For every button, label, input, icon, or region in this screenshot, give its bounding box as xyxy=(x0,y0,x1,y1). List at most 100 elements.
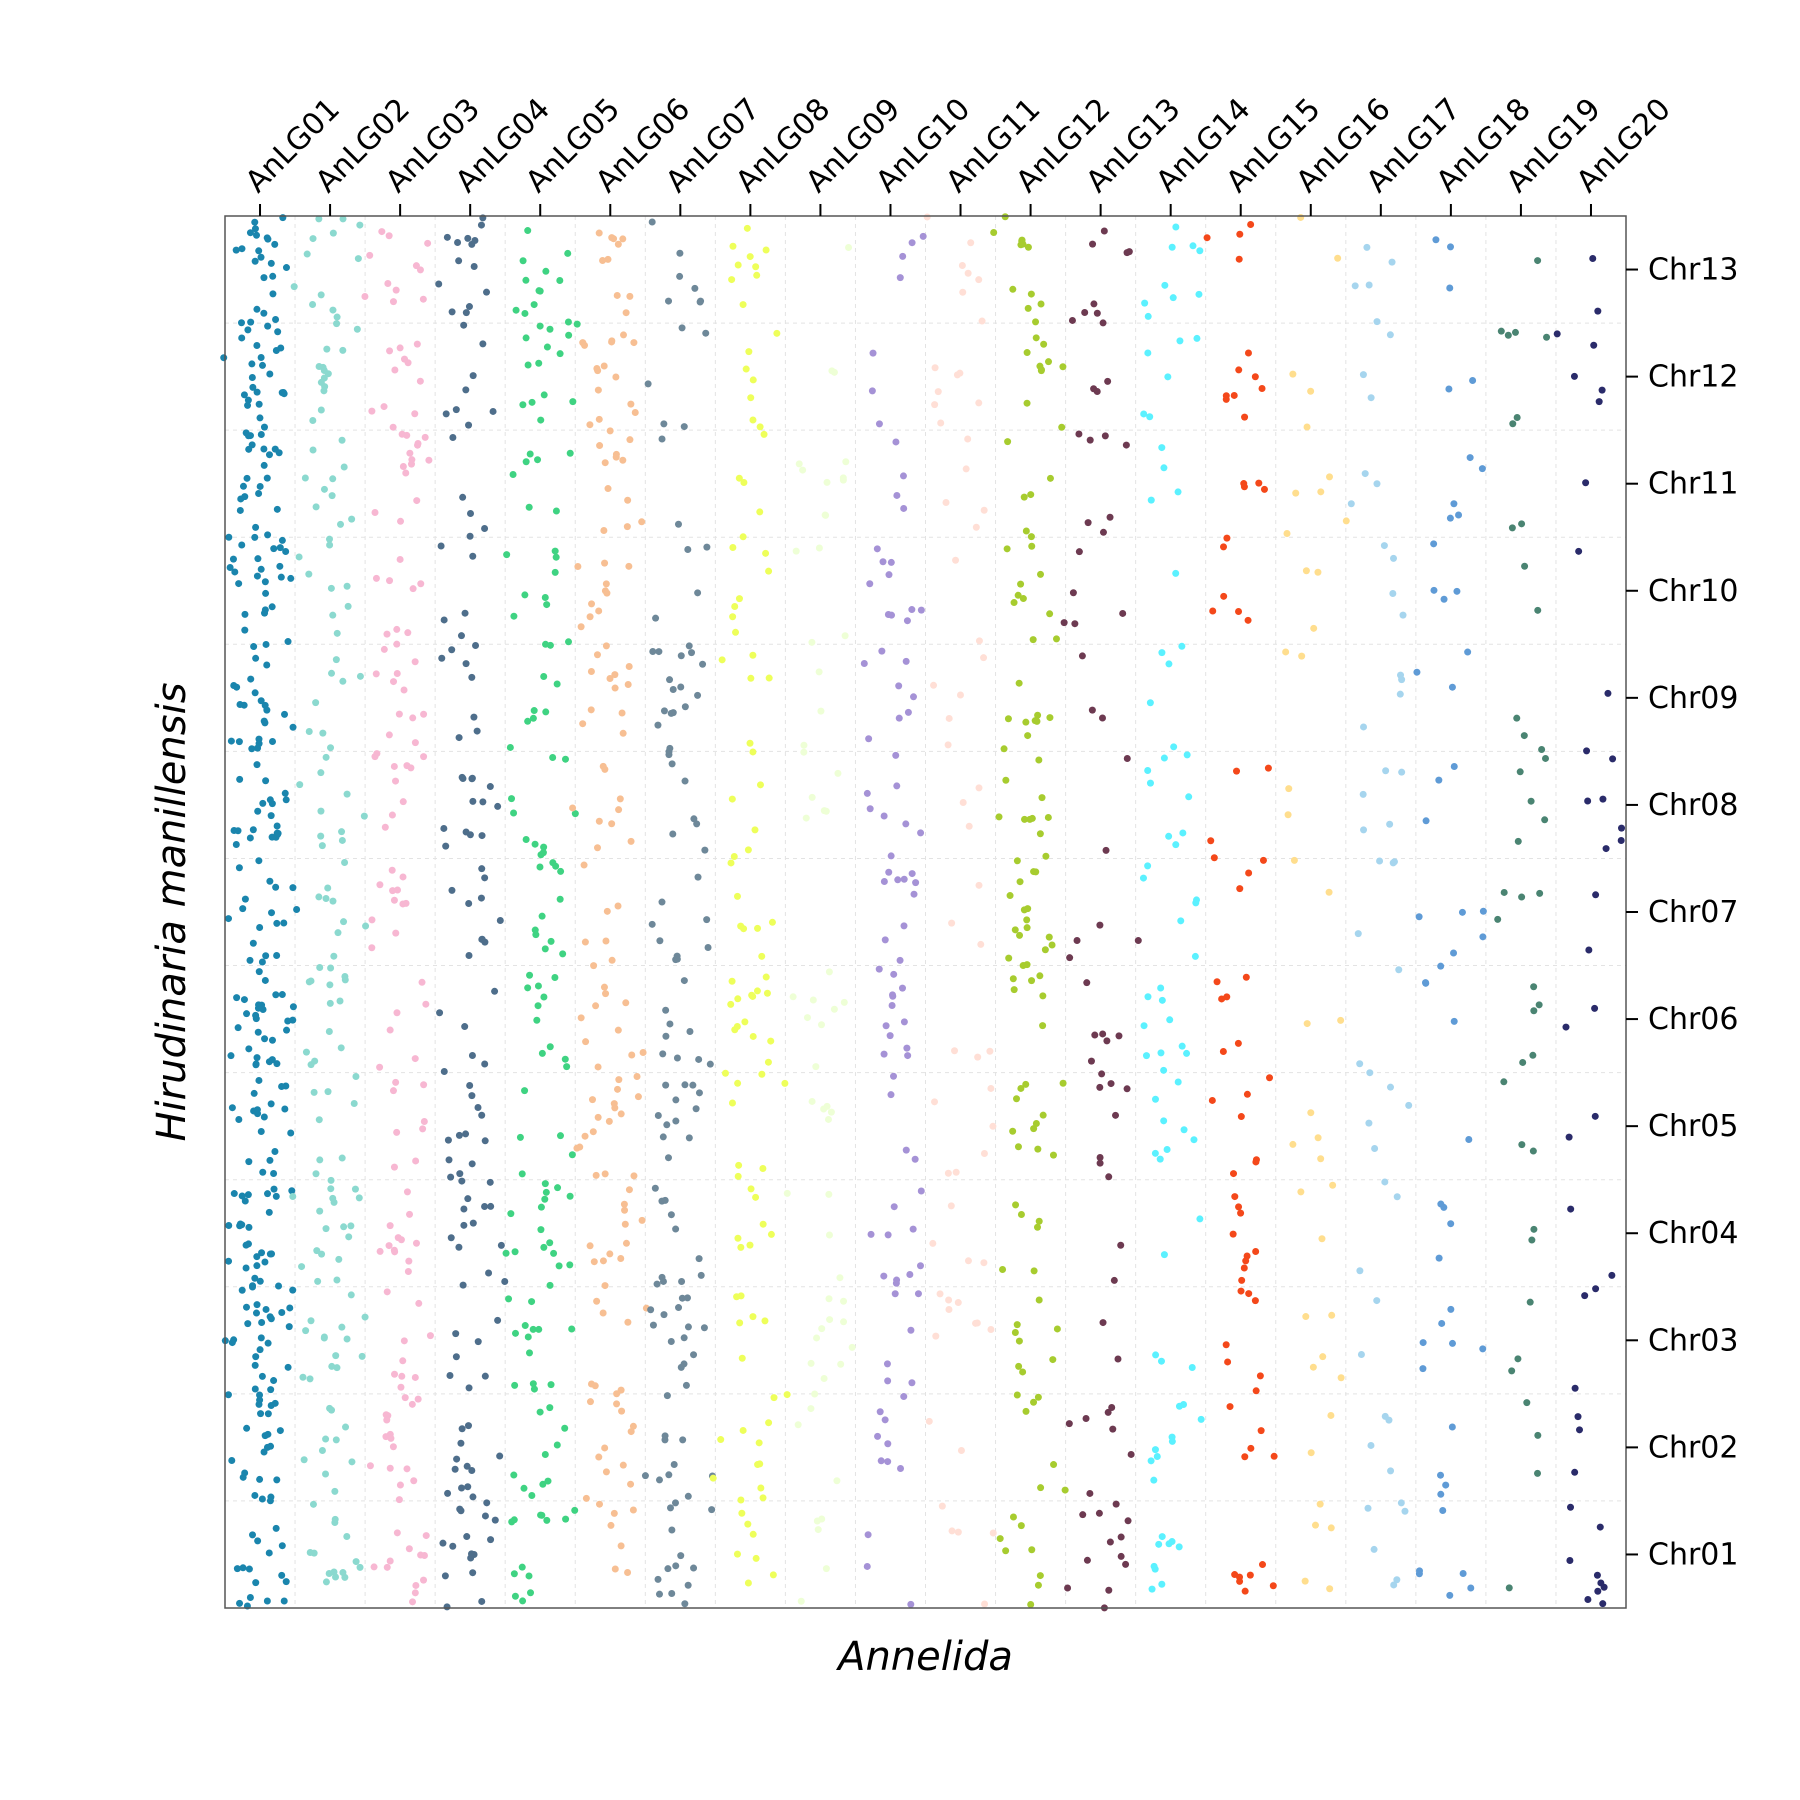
data-point-anlg04 xyxy=(481,1372,489,1380)
data-point-anlg01 xyxy=(258,1495,266,1503)
data-point-anlg05 xyxy=(565,331,573,339)
data-point-anlg02 xyxy=(327,744,335,752)
data-point-anlg02 xyxy=(321,383,329,391)
data-point-anlg11 xyxy=(974,1053,982,1061)
data-point-anlg01 xyxy=(245,1223,253,1231)
data-point-anlg04 xyxy=(468,673,476,681)
data-point-anlg01 xyxy=(240,996,248,1004)
data-point-anlg03 xyxy=(403,1465,411,1473)
data-point-anlg01 xyxy=(257,565,265,573)
data-point-anlg03 xyxy=(399,1357,407,1365)
data-point-anlg02 xyxy=(342,1423,350,1431)
data-point-anlg05 xyxy=(554,1184,562,1192)
data-point-anlg12 xyxy=(1037,367,1045,375)
data-point-anlg05 xyxy=(534,982,542,990)
data-point-anlg13 xyxy=(1083,1556,1091,1564)
data-point-anlg01 xyxy=(232,840,240,848)
data-point-anlg03 xyxy=(390,678,398,686)
data-point-anlg08 xyxy=(740,479,748,487)
data-point-anlg03 xyxy=(395,710,403,718)
data-point-anlg13 xyxy=(1112,1500,1120,1508)
data-point-anlg01 xyxy=(251,1385,259,1393)
data-point-anlg19 xyxy=(1497,327,1505,335)
data-point-anlg06 xyxy=(608,956,616,964)
data-point-anlg16 xyxy=(1307,1449,1315,1457)
data-point-anlg07 xyxy=(694,873,702,881)
data-point-anlg09 xyxy=(841,632,849,640)
data-point-anlg02 xyxy=(309,446,317,454)
data-point-anlg04 xyxy=(451,1465,459,1473)
data-point-anlg20 xyxy=(1567,1503,1575,1511)
data-point-anlg04 xyxy=(467,1550,475,1558)
data-point-anlg04 xyxy=(437,542,445,550)
data-point-anlg12 xyxy=(999,1266,1007,1274)
data-point-anlg02 xyxy=(325,1027,333,1035)
data-point-anlg09 xyxy=(794,1421,802,1429)
data-point-anlg05 xyxy=(522,835,530,843)
data-point-anlg01 xyxy=(239,482,247,490)
data-point-anlg16 xyxy=(1301,1577,1309,1585)
data-point-anlg01 xyxy=(243,1303,251,1311)
data-point-anlg11 xyxy=(975,637,983,645)
data-point-anlg11 xyxy=(937,419,945,427)
data-point-anlg06 xyxy=(569,804,577,812)
data-point-anlg01 xyxy=(289,1003,297,1011)
data-point-anlg02 xyxy=(329,306,337,314)
data-point-anlg15 xyxy=(1242,973,1250,981)
data-point-anlg17 xyxy=(1359,790,1367,798)
data-point-anlg07 xyxy=(691,284,699,292)
data-point-anlg15 xyxy=(1244,616,1252,624)
data-point-anlg12 xyxy=(1003,545,1011,553)
data-point-anlg09 xyxy=(848,1343,856,1351)
data-point-anlg09 xyxy=(800,748,808,756)
data-point-anlg18 xyxy=(1450,500,1458,508)
data-point-anlg07 xyxy=(672,1117,680,1125)
data-point-anlg13 xyxy=(1100,227,1108,235)
data-point-anlg17 xyxy=(1397,1499,1405,1507)
data-point-anlg08 xyxy=(752,1193,760,1201)
data-point-anlg07 xyxy=(697,1271,705,1279)
data-point-anlg08 xyxy=(742,365,750,373)
data-point-anlg05 xyxy=(566,1192,574,1200)
data-point-anlg18 xyxy=(1422,817,1430,825)
data-point-anlg05 xyxy=(506,743,514,751)
data-point-anlg01 xyxy=(253,1054,261,1062)
data-point-anlg09 xyxy=(825,1231,833,1239)
data-point-anlg17 xyxy=(1386,1083,1394,1091)
data-point-anlg12 xyxy=(1044,813,1052,821)
data-point-anlg13 xyxy=(1105,1173,1113,1181)
data-point-anlg01 xyxy=(246,956,254,964)
data-point-anlg05 xyxy=(540,1243,548,1251)
data-point-anlg14 xyxy=(1165,832,1173,840)
data-point-anlg09 xyxy=(826,1316,834,1324)
data-point-anlg03 xyxy=(366,1462,374,1470)
data-point-anlg08 xyxy=(765,1419,773,1427)
data-point-anlg12 xyxy=(1027,290,1035,298)
data-point-anlg02 xyxy=(347,1222,355,1230)
data-point-anlg08 xyxy=(727,859,735,867)
data-point-anlg06 xyxy=(586,1398,594,1406)
data-point-anlg10 xyxy=(890,1072,898,1080)
data-point-anlg13 xyxy=(1122,441,1130,449)
data-point-anlg12 xyxy=(1046,714,1054,722)
data-point-anlg12 xyxy=(1036,972,1044,980)
data-point-anlg02 xyxy=(295,553,303,561)
data-point-anlg05 xyxy=(534,456,542,464)
data-point-anlg12 xyxy=(1035,756,1043,764)
data-point-anlg10 xyxy=(888,991,896,999)
data-point-anlg17 xyxy=(1386,331,1394,339)
data-point-anlg13 xyxy=(1115,1032,1123,1040)
data-point-anlg13 xyxy=(1075,430,1083,438)
data-point-anlg15 xyxy=(1266,1074,1274,1082)
data-point-anlg08 xyxy=(739,1426,747,1434)
data-point-anlg16 xyxy=(1282,648,1290,656)
data-point-anlg15 xyxy=(1246,1571,1254,1579)
data-point-anlg10 xyxy=(880,877,888,885)
data-point-anlg13 xyxy=(1083,979,1091,987)
data-point-anlg10 xyxy=(866,805,874,813)
data-point-anlg07 xyxy=(655,1476,663,1484)
data-point-anlg08 xyxy=(747,1185,755,1193)
data-point-anlg09 xyxy=(814,1526,822,1534)
data-point-anlg01 xyxy=(254,555,262,563)
data-point-anlg16 xyxy=(1298,652,1306,660)
